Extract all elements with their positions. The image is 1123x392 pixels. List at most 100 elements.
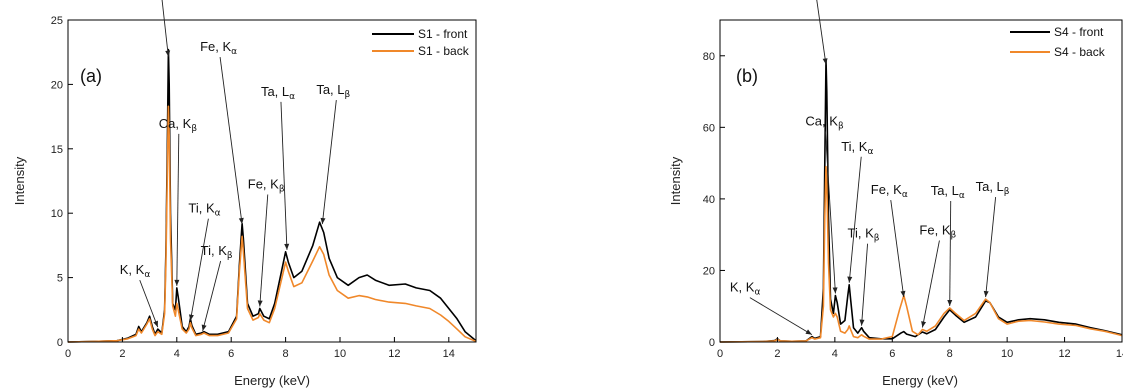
panel-a-y-tick-label: 0 xyxy=(57,337,63,349)
panel-a-annotation: Fe, Kα xyxy=(200,39,244,225)
panel-b-annotation: Ta, Lα xyxy=(931,183,965,307)
panel-a-annotation-label: Ti, Kβ xyxy=(201,243,233,261)
panel-a-annotation-arrow xyxy=(280,101,288,250)
panel-a-x-tick-label: 2 xyxy=(119,348,125,360)
panel-b-annotation: Ti, Kβ xyxy=(848,226,880,326)
panel-a-x-tick-label: 6 xyxy=(228,348,234,360)
panel-a-annotation: K, Kα xyxy=(120,262,159,328)
panel-a-y-tick-label: 10 xyxy=(51,208,63,220)
panel-a-annotation-arrowhead xyxy=(320,217,326,225)
panel-b-annotation-arrowhead xyxy=(805,329,812,335)
panel-b-annotation-arrowhead xyxy=(921,321,927,328)
panel-a-annotation: Ti, Kβ xyxy=(201,243,233,332)
panel-b-y-axis-title: Intensity xyxy=(668,156,683,205)
panel-a-annotation-label: Fe, Kα xyxy=(200,39,237,57)
panel-a-annotation-arrow xyxy=(161,0,169,57)
panel-b-annotation-label: Ta, Lα xyxy=(931,183,965,201)
panel-b-series-back-line xyxy=(719,165,1123,343)
panel-b-annotation-arrow xyxy=(890,200,905,298)
panel-b-x-tick-label: 0 xyxy=(717,348,723,360)
panel-a-annotation-arrowhead xyxy=(257,300,263,307)
panel-a-plot-frame xyxy=(67,19,477,343)
panel-a-axis-ticks: 0 2 4 6 8 10 12 14 0 5 10 15 20 25 xyxy=(51,15,455,360)
panel-b-annotation-arrow xyxy=(749,297,813,336)
panel-b-annotation-arrow xyxy=(848,156,862,283)
panel-b-x-tick-label: 14 xyxy=(1116,348,1123,360)
panel-b-annotation-arrowhead xyxy=(900,290,906,298)
panel-b-x-tick-label: 12 xyxy=(1058,348,1070,360)
panel-b-y-tick-label: 20 xyxy=(703,265,715,277)
panel-a-annotation-arrowhead xyxy=(238,217,244,225)
panel-a-annotation-arrow xyxy=(202,260,222,332)
panel-a-annotation-label: Fe, Kβ xyxy=(248,177,285,195)
panel-b-x-tick-label: 6 xyxy=(889,348,895,360)
panel-b-legend: S4 - front S4 - back xyxy=(1010,25,1106,59)
panel-b-annotation-arrowhead xyxy=(983,290,989,298)
panel-b-legend-label-back: S4 - back xyxy=(1054,45,1106,59)
panel-b-annotation-arrowhead xyxy=(832,287,838,294)
panel-b-x-tick-label: 10 xyxy=(1001,348,1013,360)
panel-b-x-tick-label: 4 xyxy=(832,348,838,360)
panel-a-annotation-arrow xyxy=(321,100,337,225)
panel-b-annotation: Ca, Kα xyxy=(816,0,828,65)
panel-a-annotation: Ta, Lβ xyxy=(316,82,351,225)
panel-a-x-tick-label: 0 xyxy=(65,348,71,360)
panel-a-annotation-arrow xyxy=(219,57,243,225)
panel-a-series-back-line xyxy=(67,105,477,343)
panel-b-legend-label-front: S4 - front xyxy=(1054,25,1104,39)
panel-b-annotation-arrow xyxy=(949,201,952,307)
panel-a-annotation-arrowhead xyxy=(284,243,290,250)
panel-b-annotation-label: K, Kα xyxy=(730,280,761,298)
panel-b-x-tick-label: 8 xyxy=(947,348,953,360)
panel-b-annotation-label: Fe, Kβ xyxy=(919,222,956,240)
panel-a-annotation: Ti, Kα xyxy=(188,201,221,321)
panel-b-annotation-label: Ca, Kβ xyxy=(805,113,844,131)
panel-b-annotation-arrowhead xyxy=(859,319,865,326)
panel-b-annotation: Ti, Kα xyxy=(841,139,873,283)
panel-a-annotation: Ta, Lα xyxy=(261,84,295,250)
panel-a-legend: S1 - front S1 - back xyxy=(372,27,470,58)
panel-b-y-tick-label: 60 xyxy=(703,122,715,134)
panel-a-annotation: Ca, Kβ xyxy=(159,116,197,286)
panel-b-y-tick-label: 40 xyxy=(703,194,715,206)
panel-a-x-tick-label: 10 xyxy=(334,348,346,360)
panel-a-legend-label-front: S1 - front xyxy=(418,27,468,41)
panel-b-annotation: Ta, Lβ xyxy=(976,179,1010,298)
panel-b-annotation-arrowhead xyxy=(847,276,853,283)
panel-a-x-axis-title: Energy (keV) xyxy=(234,373,310,388)
panel-a-annotation-arrow xyxy=(189,218,209,321)
panel-b-x-axis-title: Energy (keV) xyxy=(882,373,958,388)
panel-a-x-tick-label: 4 xyxy=(174,348,180,360)
panel-b-plot-frame xyxy=(719,19,1123,343)
panel-b-annotation-label: Ti, Kβ xyxy=(848,226,880,244)
panel-b-annotation-arrow xyxy=(861,243,869,326)
panel-a-annotation-arrowhead xyxy=(165,50,171,57)
panel-b-chart: 0 2 4 6 8 10 12 14 0 20 40 60 80 Ca, Kα K, Kα Ca, Kβ Ti… xyxy=(668,0,1123,388)
panel-a-annotation-arrowhead xyxy=(153,320,158,328)
panel-a-annotation-label: K, Kα xyxy=(120,262,151,280)
panel-a-annotation-arrow xyxy=(259,194,269,307)
panel-a-annotation-arrow xyxy=(139,279,159,328)
panel-b-annotation-arrowhead xyxy=(822,58,828,65)
panel-a-label: (a) xyxy=(80,66,102,86)
panel-b-y-tick-label: 0 xyxy=(709,337,715,349)
panel-a-annotation: Fe, Kβ xyxy=(248,177,285,307)
panel-a-x-tick-label: 14 xyxy=(443,348,455,360)
panel-b-label: (b) xyxy=(736,66,758,86)
panel-a-annotation-arrowhead xyxy=(188,314,194,321)
panel-b-axis-ticks: 0 2 4 6 8 10 12 14 0 20 40 60 80 xyxy=(703,51,1123,360)
panel-b-annotation-label: Fe, Kα xyxy=(871,182,908,200)
panel-a-annotation-label: Ta, Lα xyxy=(261,84,295,102)
panel-b-series-front-line xyxy=(719,58,1123,343)
panel-b-annotation: Fe, Kβ xyxy=(919,222,957,328)
panel-b-annotation-arrow xyxy=(816,0,827,65)
panel-b-annotation: K, Kα xyxy=(730,280,813,336)
panel-b-annotation-label: Ta, Lβ xyxy=(976,179,1010,197)
panel-b-annotation-arrow xyxy=(985,197,997,298)
panel-a-annotation-label: Ta, Lβ xyxy=(316,82,350,100)
panel-a-annotation: Ca, Kα xyxy=(161,0,171,57)
panel-b-annotation: Fe, Kα xyxy=(871,182,908,298)
panel-b-annotations: Ca, Kα K, Kα Ca, Kβ Ti, Kα Ti, Kβ Fe, Kα Fe, K… xyxy=(730,0,1010,336)
panel-a-series-front-line xyxy=(67,48,477,343)
